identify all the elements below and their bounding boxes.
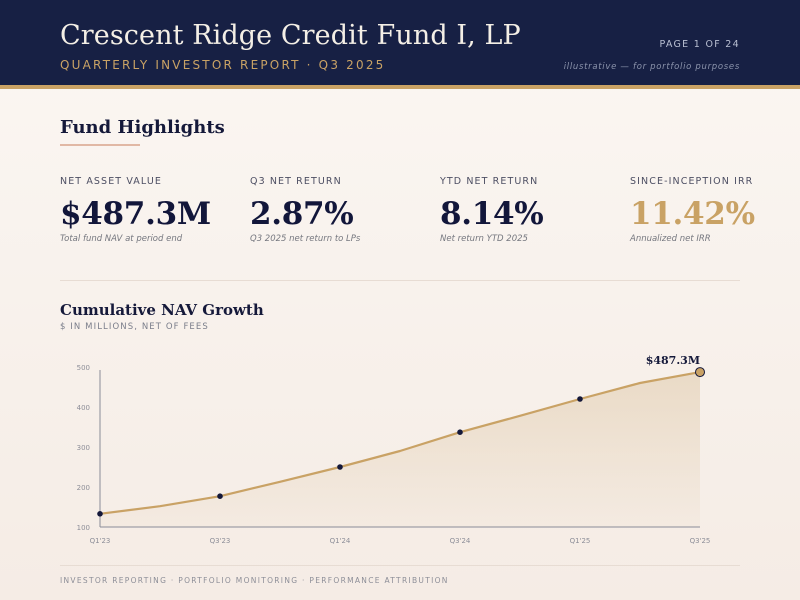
report-subtitle: QUARTERLY INVESTOR REPORT · Q3 2025 xyxy=(60,58,386,72)
y-tick-label: 300 xyxy=(77,444,90,452)
disclaimer-note: illustrative — for portfolio purposes xyxy=(563,62,740,72)
page-indicator: PAGE 1 OF 24 xyxy=(659,39,740,50)
nav-data-point xyxy=(577,396,583,402)
chart-title: Cumulative NAV Growth xyxy=(60,301,264,319)
kpi-label: Q3 NET RETURN xyxy=(250,176,342,187)
nav-series-line xyxy=(99,371,701,515)
section-divider xyxy=(60,280,740,281)
nav-data-point xyxy=(217,493,223,499)
chart-subtitle: $ IN MILLIONS, NET OF FEES xyxy=(60,322,209,332)
x-tick-label: Q1'23 xyxy=(90,537,111,545)
x-tick-label: Q1'25 xyxy=(570,537,591,545)
kpi-caption: Net return YTD 2025 xyxy=(440,234,528,244)
x-tick-label: Q1'24 xyxy=(330,537,351,545)
chart-area-fill xyxy=(100,372,700,527)
kpi-caption: Total fund NAV at period end xyxy=(60,234,183,244)
fund-highlights-title: Fund Highlights xyxy=(60,117,225,138)
kpi-caption: Q3 2025 net return to LPs xyxy=(250,234,361,244)
footer-divider xyxy=(60,565,740,566)
kpi-ytd-net-return: YTD NET RETURN 8.14% Net return YTD 2025 xyxy=(440,176,620,244)
x-tick-label: Q3'24 xyxy=(450,537,471,545)
kpi-value: 11.42% xyxy=(630,196,755,232)
kpi-q3-net-return: Q3 NET RETURN 2.87% Q3 2025 net return t… xyxy=(250,176,430,244)
kpi-caption: Annualized net IRR xyxy=(630,234,711,244)
nav-growth-chart: 100 200 300 400 500 Q1'23 Q3'23 Q1'24 Q3'24 Q1'25… xyxy=(77,354,711,545)
y-tick-label: 500 xyxy=(77,364,90,372)
kpi-value: 8.14% xyxy=(440,196,544,232)
x-tick-label: Q3'23 xyxy=(210,537,231,545)
footer-text: INVESTOR REPORTING · PORTFOLIO MONITORIN… xyxy=(60,576,449,585)
kpi-label: YTD NET RETURN xyxy=(440,176,539,187)
nav-data-point xyxy=(97,511,103,517)
y-tick-label: 100 xyxy=(77,524,90,532)
section-underline xyxy=(60,144,140,146)
report-header: Crescent Ridge Credit Fund I, LP QUARTER… xyxy=(0,0,800,89)
y-tick-label: 400 xyxy=(77,404,90,412)
kpi-label: SINCE-INCEPTION IRR xyxy=(630,176,754,187)
nav-endpoint-marker xyxy=(695,367,705,378)
end-value-label: $487.3M xyxy=(646,354,700,367)
fund-title: Crescent Ridge Credit Fund I, LP xyxy=(60,20,521,51)
kpi-value: $487.3M xyxy=(60,196,211,232)
kpi-label: NET ASSET VALUE xyxy=(60,176,162,187)
kpi-net-asset-value: NET ASSET VALUE $487.3M Total fund NAV a… xyxy=(60,176,240,244)
kpi-value: 2.87% xyxy=(250,196,354,232)
kpi-since-inception-irr: SINCE-INCEPTION IRR 11.42% Annualized ne… xyxy=(630,176,790,244)
nav-data-point xyxy=(457,429,463,435)
x-tick-label: Q3'25 xyxy=(690,537,711,545)
nav-data-point xyxy=(337,464,343,470)
y-tick-label: 200 xyxy=(77,484,90,492)
